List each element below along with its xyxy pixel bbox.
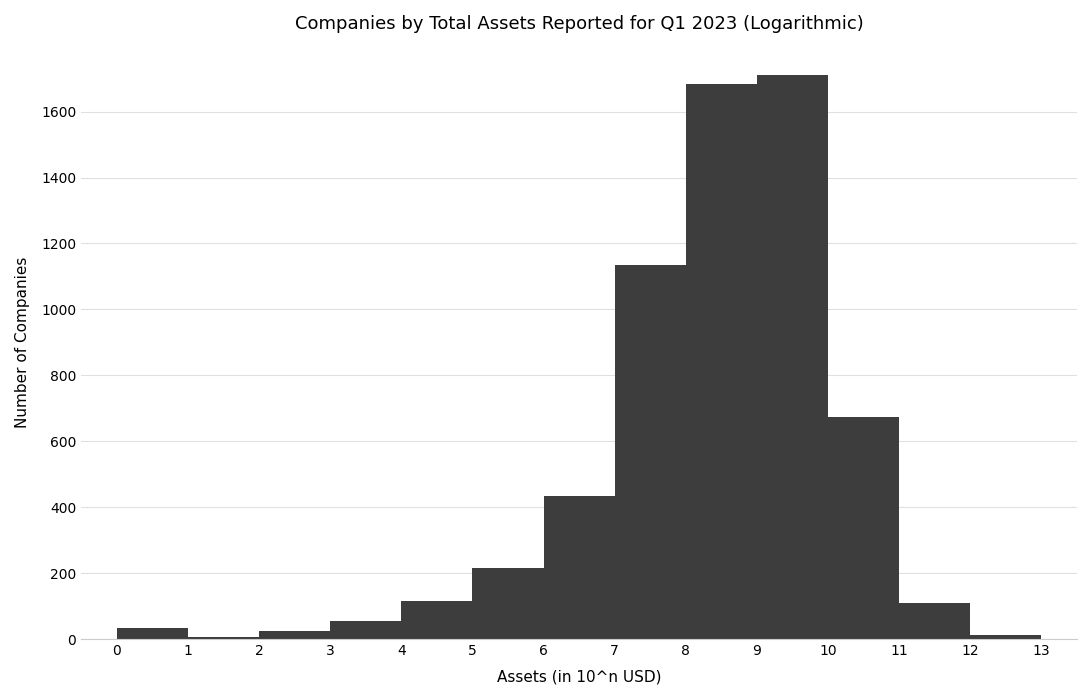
Bar [544, 496, 615, 639]
Bar [686, 84, 757, 639]
Bar [971, 635, 1042, 639]
Bar [330, 621, 401, 639]
Bar [117, 628, 188, 639]
Y-axis label: Number of Companies: Number of Companies [15, 257, 29, 428]
Bar [401, 601, 473, 639]
Bar [259, 630, 330, 639]
Bar [473, 568, 544, 639]
Title: Companies by Total Assets Reported for Q1 2023 (Logarithmic): Companies by Total Assets Reported for Q… [295, 15, 864, 33]
Bar [899, 603, 971, 639]
Bar [615, 265, 686, 639]
Bar [828, 417, 899, 639]
Bar [757, 75, 828, 639]
X-axis label: Assets (in 10^n USD): Assets (in 10^n USD) [497, 669, 662, 684]
Bar [188, 637, 259, 639]
